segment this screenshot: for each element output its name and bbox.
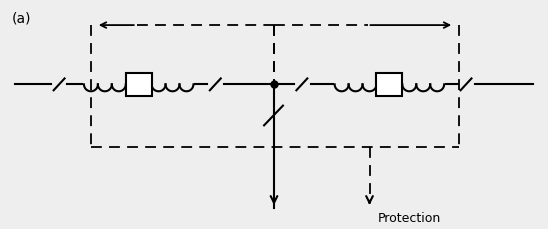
Bar: [125, 73, 152, 97]
Bar: [376, 73, 402, 97]
Text: Protection: Protection: [378, 211, 441, 224]
Text: (a): (a): [12, 11, 31, 25]
